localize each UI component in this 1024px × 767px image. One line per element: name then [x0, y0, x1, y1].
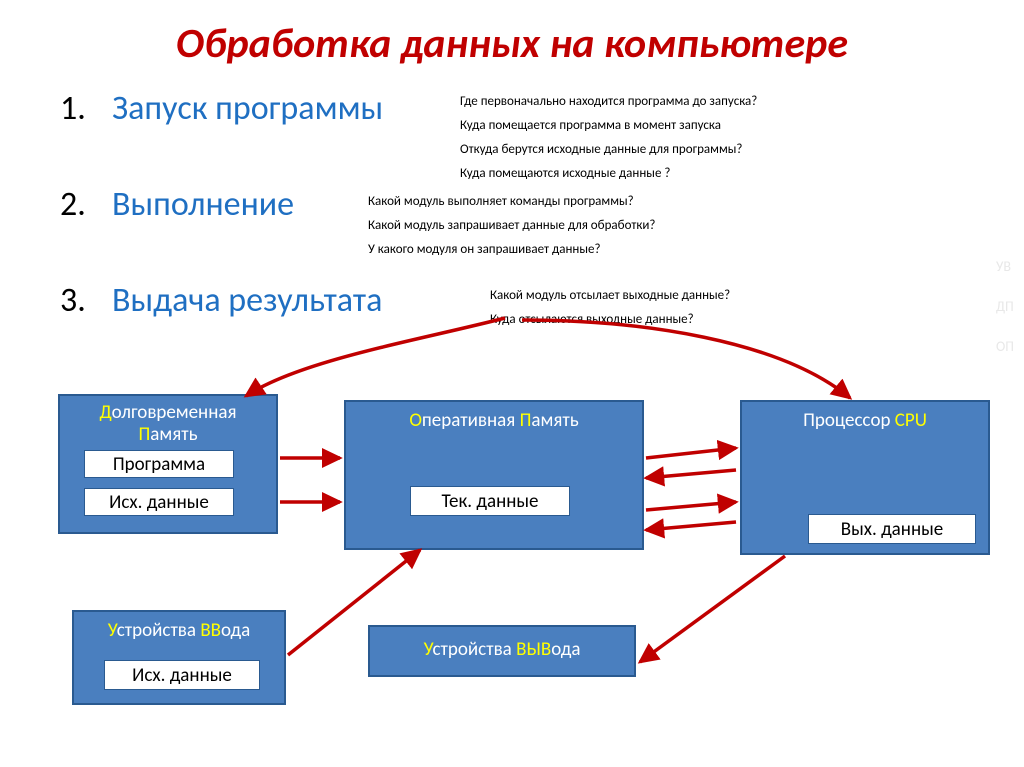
- box-dp-title: Долговременная Память: [60, 402, 276, 446]
- side-label-1: УВ: [996, 258, 1011, 275]
- list-num-3: 3.: [60, 280, 86, 321]
- arrow-cpu-to-ram-bot: [646, 522, 736, 530]
- arrow-ram-to-cpu-bot: [646, 502, 736, 510]
- list-item-1: Запуск программы: [112, 88, 383, 129]
- page-title: Обработка данных на компьютере: [0, 18, 1024, 69]
- list-item-3: Выдача результата: [112, 280, 382, 321]
- ram-current-data-label: Тек. данные: [410, 486, 570, 516]
- question-2-3: У какого модуля он запрашивает данные?: [368, 242, 601, 257]
- side-label-3: ОП: [996, 338, 1014, 355]
- box-long-term-memory: Долговременная Память Программа Исх. дан…: [58, 394, 278, 534]
- list-item-2: Выполнение: [112, 184, 294, 225]
- question-1-3: Откуда берутся исходные данные для прогр…: [460, 142, 742, 157]
- box-ram: Оперативная Память Тек. данные: [344, 400, 644, 550]
- arrow-cpu-to-ram-top: [646, 470, 736, 478]
- question-3-2: Куда отсылаются выходные данные?: [490, 312, 694, 327]
- arrow-list1-to-cpu: [522, 320, 850, 398]
- question-2-2: Какой модуль запрашивает данные для обра…: [368, 218, 655, 233]
- side-label-2: ДП: [996, 298, 1014, 315]
- input-source-data-label: Исх. данные: [104, 660, 260, 690]
- box-output-title: Устройства ВЫВода: [370, 639, 634, 661]
- question-1-2: Куда помещается программа в момент запус…: [460, 118, 721, 133]
- dp-program-label: Программа: [84, 450, 234, 478]
- question-2-1: Какой модуль выполняет команды программы…: [368, 194, 634, 209]
- question-1-1: Где первоначально находится программа до…: [460, 94, 757, 109]
- box-input-title: Устройства ВВода: [74, 620, 284, 642]
- question-3-1: Какой модуль отсылает выходные данные?: [490, 288, 730, 303]
- list-num-2: 2.: [60, 184, 86, 225]
- box-output-devices: Устройства ВЫВода: [368, 625, 636, 677]
- box-input-devices: Устройства ВВода Исх. данные: [72, 610, 286, 705]
- dp-source-data-label: Исх. данные: [84, 488, 234, 516]
- list-num-1: 1.: [60, 88, 86, 129]
- question-1-4: Куда помещаются исходные данные ?: [460, 166, 670, 181]
- arrow-list1-to-dp: [246, 318, 505, 396]
- box-ram-title: Оперативная Память: [346, 410, 642, 432]
- cpu-output-data-label: Вых. данные: [808, 514, 976, 544]
- box-cpu: Процессор CPU Вых. данные: [740, 400, 990, 555]
- arrow-cpu-to-output: [640, 556, 785, 662]
- box-cpu-title: Процессор CPU: [742, 410, 988, 432]
- arrow-ram-to-cpu-top: [646, 448, 736, 458]
